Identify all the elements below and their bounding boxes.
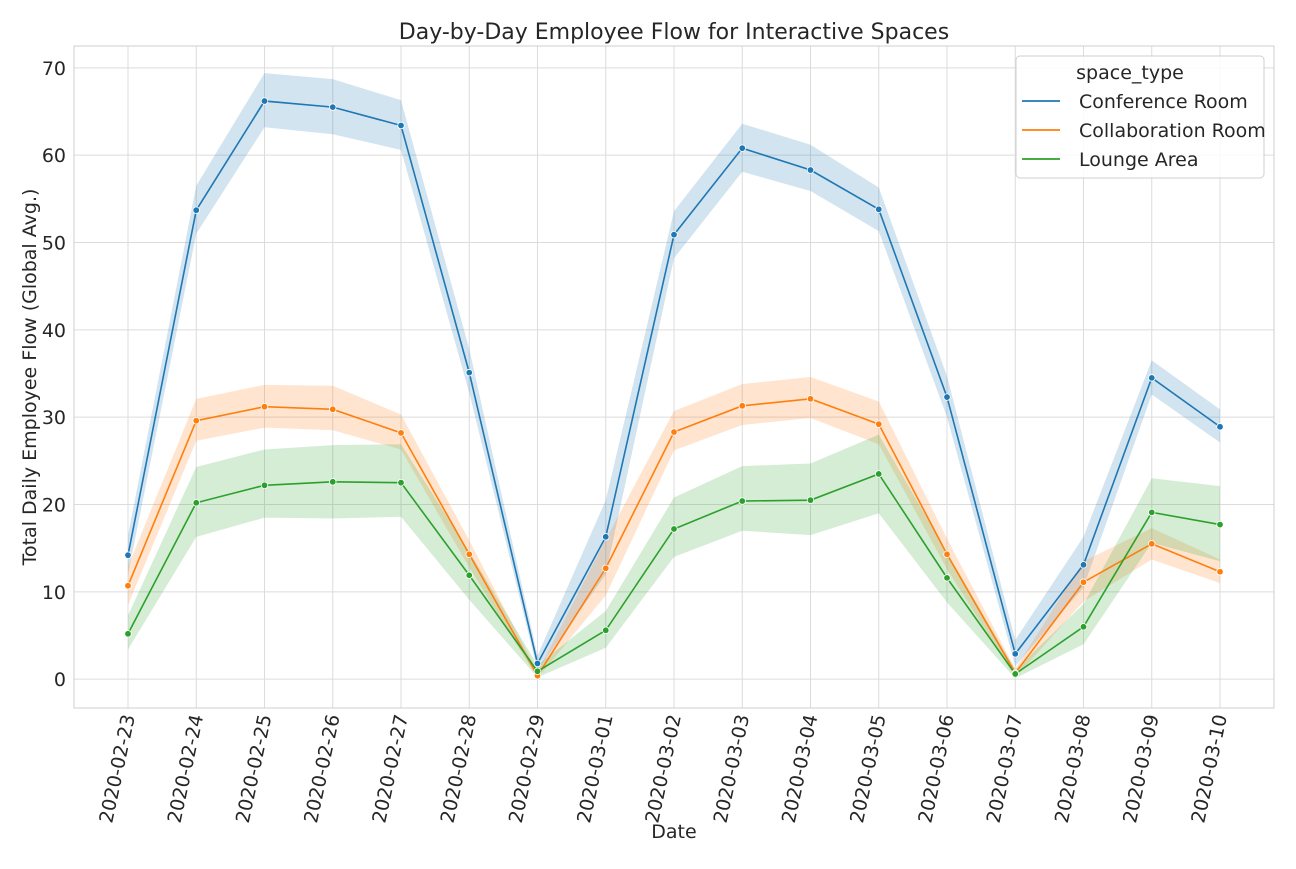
data-point [1148,540,1156,548]
data-point [1011,670,1019,678]
data-point [1079,623,1088,631]
x-tick-label: 2020-03-08 [1051,712,1095,825]
data-point [738,497,746,505]
data-point [1148,374,1156,382]
y-axis-label: Total Daily Employee Flow (Global Avg.) [19,189,41,567]
data-point [943,393,951,401]
legend-label: Lounge Area [1079,149,1198,171]
data-point [397,478,405,487]
data-point [1216,423,1224,431]
x-tick-label: 2020-03-02 [641,712,685,825]
plot-frame [73,45,1275,709]
data-point [192,499,200,507]
data-point [1011,650,1019,658]
data-point [875,470,883,478]
data-point [1216,568,1224,576]
series-markers [124,97,1224,680]
x-tick-label: 2020-03-03 [710,712,754,825]
data-point [260,97,269,105]
data-point [738,144,746,152]
data-point [738,402,746,410]
x-tick-label: 2020-02-29 [505,712,549,825]
x-tick-label: 2020-02-26 [300,712,344,825]
y-tick-label: 60 [42,145,66,167]
data-point [465,571,473,579]
y-axis-ticks: 0 10 20 30 40 50 60 70 [42,58,66,691]
series-band [128,434,1220,679]
legend: space_type Conference Room Collaboration … [1015,55,1266,179]
data-point [806,166,815,174]
x-tick-label: 2020-03-10 [1187,712,1231,825]
data-point [875,420,883,428]
x-tick-label: 2020-02-25 [232,712,276,825]
legend-label: Conference Room [1079,91,1248,113]
y-tick-label: 30 [42,407,66,429]
x-tick-label: 2020-03-01 [573,712,617,825]
data-point [124,551,132,559]
x-tick-label: 2020-03-09 [1119,712,1163,825]
y-tick-label: 50 [42,233,66,255]
legend-title: space_type [1076,62,1184,84]
data-point [806,395,815,403]
data-point [1079,578,1088,586]
data-point [533,659,542,668]
y-tick-label: 0 [54,669,66,691]
data-point [943,574,951,582]
data-point [533,667,542,676]
data-point [806,496,815,504]
legend-label: Collaboration Room [1079,120,1266,142]
confidence-bands [128,73,1220,679]
data-point [943,550,951,558]
data-point [602,564,610,572]
data-point [875,205,883,214]
x-tick-label: 2020-03-07 [983,712,1027,825]
data-point [1216,520,1224,529]
data-point [1148,508,1156,517]
data-point [465,368,473,377]
data-point [192,206,200,214]
x-tick-label: 2020-02-23 [95,712,139,825]
data-point [465,550,473,558]
data-point [192,416,200,425]
data-point [602,533,610,541]
x-tick-label: 2020-03-05 [846,712,890,825]
series-band [128,377,1220,679]
data-point [670,525,678,533]
y-tick-label: 70 [42,58,66,80]
data-point [329,405,337,414]
data-point [602,626,610,634]
data-point [260,481,269,489]
x-axis-ticks: 2020-02-23 2020-02-24 2020-02-25 2020-02-26… [95,712,1231,825]
grid-lines [74,46,1274,708]
data-point [124,630,132,638]
data-point [670,428,678,436]
x-axis-label: Date [651,821,696,843]
data-point [329,478,337,486]
data-point [397,121,405,130]
x-tick-label: 2020-02-28 [437,712,481,825]
y-tick-label: 40 [42,320,66,342]
data-point [329,103,337,111]
data-point [397,429,405,437]
data-point [260,402,269,411]
x-tick-label: 2020-02-27 [368,712,412,825]
legend-box [1015,55,1265,179]
y-tick-label: 10 [42,582,66,604]
chart-title: Day-by-Day Employee Flow for Interactive… [399,20,949,45]
data-point [124,582,132,590]
x-tick-label: 2020-03-06 [914,712,958,825]
series-band [128,73,1220,671]
data-point [670,230,678,239]
x-tick-label: 2020-03-04 [778,712,822,825]
x-tick-label: 2020-02-24 [164,712,208,825]
y-tick-label: 20 [42,495,66,517]
data-point [1079,561,1088,569]
legend-items: Conference Room Collaboration Room Lounge … [1022,91,1266,171]
